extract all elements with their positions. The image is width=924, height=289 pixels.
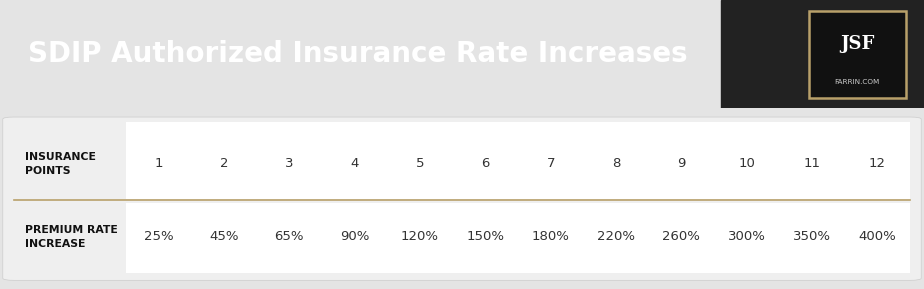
Text: 25%: 25% <box>144 230 174 243</box>
Text: 11: 11 <box>804 157 821 170</box>
Text: 90%: 90% <box>340 230 370 243</box>
Text: 1: 1 <box>154 157 163 170</box>
Text: JSF: JSF <box>840 35 874 53</box>
Text: 180%: 180% <box>531 230 569 243</box>
Bar <box>126 203 910 273</box>
Text: 8: 8 <box>612 157 620 170</box>
Text: 9: 9 <box>677 157 686 170</box>
Text: 12: 12 <box>869 157 886 170</box>
Bar <box>126 123 910 199</box>
Text: INSURANCE
POINTS: INSURANCE POINTS <box>25 152 96 176</box>
Text: 65%: 65% <box>274 230 304 243</box>
Text: 3: 3 <box>285 157 294 170</box>
Polygon shape <box>721 0 924 108</box>
Text: 5: 5 <box>416 157 424 170</box>
Text: PREMIUM RATE
INCREASE: PREMIUM RATE INCREASE <box>25 225 117 249</box>
Text: 350%: 350% <box>793 230 831 243</box>
Text: FARRIN.COM: FARRIN.COM <box>834 79 880 85</box>
Text: 120%: 120% <box>401 230 439 243</box>
Text: 4: 4 <box>350 157 359 170</box>
FancyBboxPatch shape <box>808 11 906 97</box>
Text: SDIP Authorized Insurance Rate Increases: SDIP Authorized Insurance Rate Increases <box>28 40 687 68</box>
Text: 45%: 45% <box>209 230 238 243</box>
Text: 10: 10 <box>738 157 755 170</box>
Text: 400%: 400% <box>858 230 896 243</box>
Text: 150%: 150% <box>467 230 505 243</box>
FancyBboxPatch shape <box>3 117 921 280</box>
Text: 300%: 300% <box>728 230 766 243</box>
Text: 220%: 220% <box>597 230 635 243</box>
Text: 6: 6 <box>481 157 490 170</box>
Text: 2: 2 <box>220 157 228 170</box>
Text: 260%: 260% <box>663 230 700 243</box>
Text: 7: 7 <box>546 157 555 170</box>
